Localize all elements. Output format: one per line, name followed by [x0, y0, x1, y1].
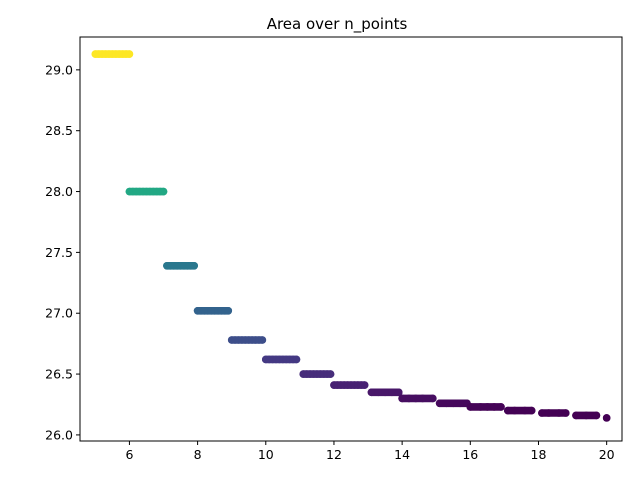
- scatter-point-40: [224, 306, 233, 315]
- scatter-point-85: [398, 394, 406, 403]
- markers-layer: [91, 50, 611, 422]
- y-tick-label: 26.0: [45, 427, 73, 442]
- scatter-point-88: [418, 394, 427, 403]
- scatter-point-104: [538, 409, 546, 417]
- scatter-point-30: [190, 261, 198, 270]
- scatter-point-81: [374, 388, 383, 397]
- x-axis: 6 8 10 12 14 16 18 20: [125, 441, 615, 462]
- scatter-point-99: [497, 403, 505, 411]
- scatter-point-92: [449, 399, 458, 408]
- scatter-point-103: [527, 406, 536, 415]
- scatter-point-84: [394, 388, 403, 397]
- scatter-point-108: [572, 411, 580, 420]
- scatter-point-86: [405, 394, 413, 403]
- scatter-point-106: [555, 409, 563, 417]
- scatter-point-69: [326, 370, 335, 378]
- scatter-point-82: [381, 388, 389, 397]
- scatter-point-90: [435, 399, 444, 408]
- scatter-point-110: [592, 411, 601, 420]
- scatter-point-101: [510, 406, 519, 415]
- y-tick-label: 29.0: [45, 62, 73, 77]
- x-tick-label: 20: [599, 447, 615, 462]
- scatter-point-60: [292, 355, 301, 364]
- x-tick-label: 10: [258, 447, 274, 462]
- x-tick-label: 16: [462, 447, 478, 462]
- scatter-point-111: [602, 414, 611, 422]
- scatter-point-107: [561, 409, 570, 417]
- axes-frame: [79, 36, 623, 442]
- y-tick-label: 27.5: [45, 245, 73, 260]
- scatter-point-96: [476, 403, 485, 411]
- scatter-point-87: [411, 394, 420, 403]
- x-tick-label: 6: [125, 447, 133, 462]
- y-tick-label: 26.5: [45, 367, 73, 382]
- scatter-point-97: [483, 403, 492, 411]
- y-tick-label: 28.0: [45, 184, 73, 199]
- scatter-point-105: [544, 409, 553, 417]
- scatter-point-83: [388, 388, 396, 397]
- x-tick-label: 14: [394, 447, 410, 462]
- scatter-point-91: [442, 399, 451, 408]
- scatter-point-109: [582, 411, 591, 420]
- scatter-point-21: [159, 187, 168, 196]
- scatter-point-89: [429, 394, 437, 403]
- chart-title: Area over n_points: [267, 15, 408, 34]
- y-tick-label: 28.5: [45, 123, 73, 138]
- scatter-point-80: [367, 388, 376, 397]
- scatter-point-100: [504, 406, 512, 415]
- x-tick-label: 12: [326, 447, 342, 462]
- scatter-point-93: [456, 399, 464, 408]
- plot-area: 6 8 10 12 14 16 18 20 26.026.527.027.528.028.52…: [45, 36, 623, 462]
- scatter-point-50: [258, 336, 267, 344]
- scatter-point-102: [521, 406, 529, 415]
- y-axis: 26.0 26.5 27.0 27.5 28.0 28.5 29.0: [45, 62, 80, 442]
- scatter-point-79: [360, 381, 369, 389]
- scatter-point-98: [490, 403, 498, 411]
- y-tick-label: 27.0: [45, 306, 73, 321]
- x-tick-label: 18: [531, 447, 547, 462]
- scatter-point-95: [466, 403, 475, 411]
- x-tick-label: 8: [194, 447, 202, 462]
- scatter-point-10: [125, 50, 134, 58]
